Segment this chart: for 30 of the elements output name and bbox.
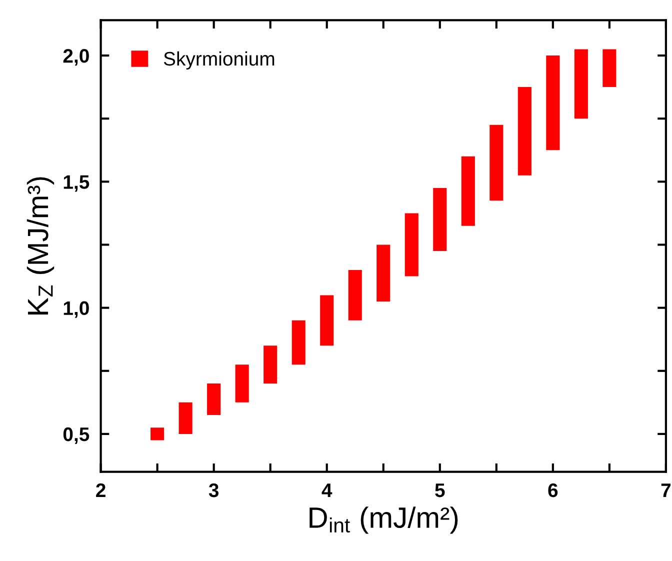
x-tick-label: 6 <box>548 483 558 498</box>
x-tick-label: 7 <box>661 484 671 498</box>
bar <box>518 87 532 176</box>
bar <box>546 56 560 150</box>
bar <box>207 384 221 416</box>
bar <box>348 270 362 320</box>
bar <box>433 188 447 252</box>
y-tick-label: 1,0 <box>64 301 89 318</box>
y-tick-label: 0,5 <box>63 427 90 444</box>
bar <box>178 402 192 434</box>
x-tick-label: 3 <box>208 483 219 498</box>
bar <box>264 346 278 384</box>
bar <box>376 244 390 302</box>
y-tick-label: 2,0 <box>63 48 89 66</box>
legend-label: Skyrmionium <box>164 51 274 70</box>
bar <box>490 124 504 201</box>
bar <box>461 156 475 226</box>
x-tick-label: 5 <box>435 484 445 498</box>
x-axis-title: D$_{int}$ (mJ/m²) <box>310 506 458 534</box>
bar <box>150 428 164 440</box>
bar <box>602 49 616 88</box>
x-tick-label: 4 <box>322 484 332 498</box>
y-axis-title: K$_{Z}$ (MJ/m³) <box>26 177 54 314</box>
bar <box>574 49 588 119</box>
x-tick-label: 2 <box>96 483 106 498</box>
bar <box>235 364 249 402</box>
bar <box>292 320 306 365</box>
bar <box>404 213 418 276</box>
y-tick-label: 1,5 <box>64 175 90 192</box>
bar <box>320 295 334 346</box>
